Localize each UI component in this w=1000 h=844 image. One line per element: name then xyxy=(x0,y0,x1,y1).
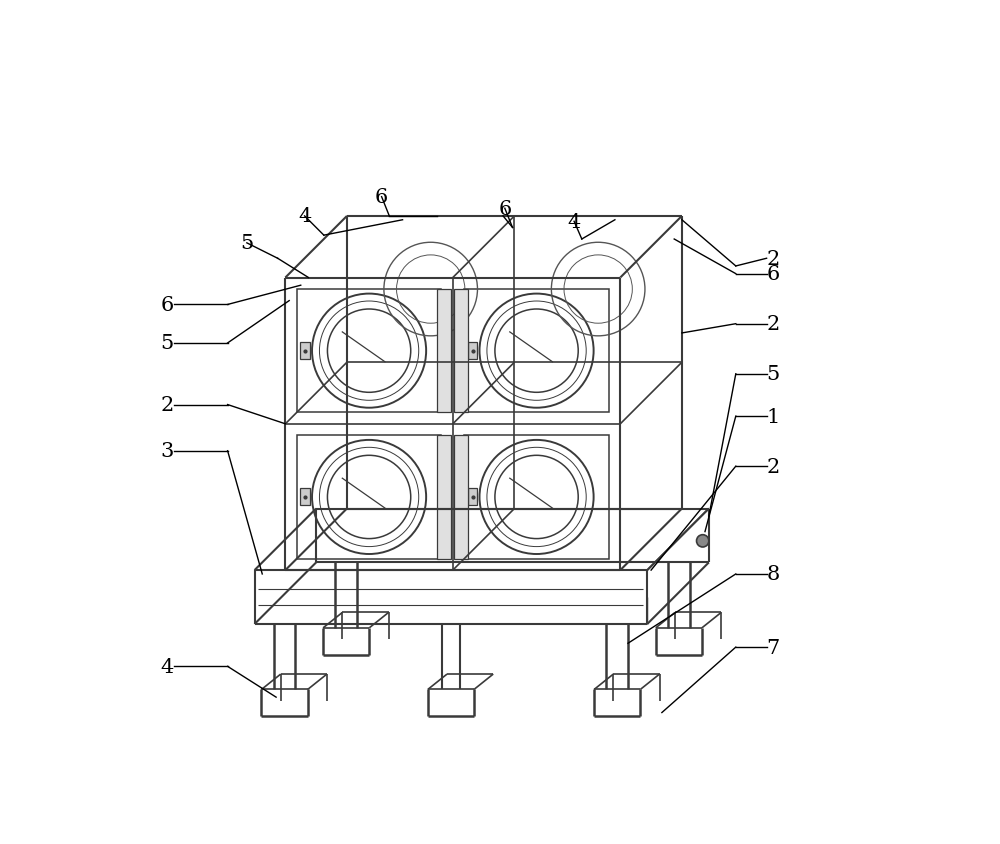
Bar xyxy=(464,436,609,559)
Text: 8: 8 xyxy=(767,565,780,584)
Bar xyxy=(454,289,468,413)
Text: 2: 2 xyxy=(767,315,780,334)
Text: 6: 6 xyxy=(375,188,388,207)
Text: 4: 4 xyxy=(298,207,311,226)
Text: 2: 2 xyxy=(767,250,780,268)
Bar xyxy=(464,289,609,413)
Bar xyxy=(300,343,310,360)
Text: 4: 4 xyxy=(160,657,174,676)
Text: 5: 5 xyxy=(160,334,174,353)
Text: 3: 3 xyxy=(160,441,174,461)
Bar xyxy=(297,436,441,559)
Bar xyxy=(468,489,477,506)
Text: 6: 6 xyxy=(160,295,174,315)
Bar xyxy=(437,289,451,413)
Text: 7: 7 xyxy=(767,638,780,657)
Text: 2: 2 xyxy=(160,396,174,414)
Text: 2: 2 xyxy=(767,457,780,476)
Text: 5: 5 xyxy=(240,234,253,253)
Text: 6: 6 xyxy=(498,199,511,219)
Text: 1: 1 xyxy=(767,407,780,426)
Bar xyxy=(300,489,310,506)
Bar xyxy=(468,343,477,360)
Text: 5: 5 xyxy=(767,365,780,384)
Bar xyxy=(297,289,441,413)
Bar xyxy=(437,436,451,559)
Bar xyxy=(454,436,468,559)
Circle shape xyxy=(697,535,709,548)
Text: 4: 4 xyxy=(567,213,581,231)
Text: 6: 6 xyxy=(767,265,780,284)
